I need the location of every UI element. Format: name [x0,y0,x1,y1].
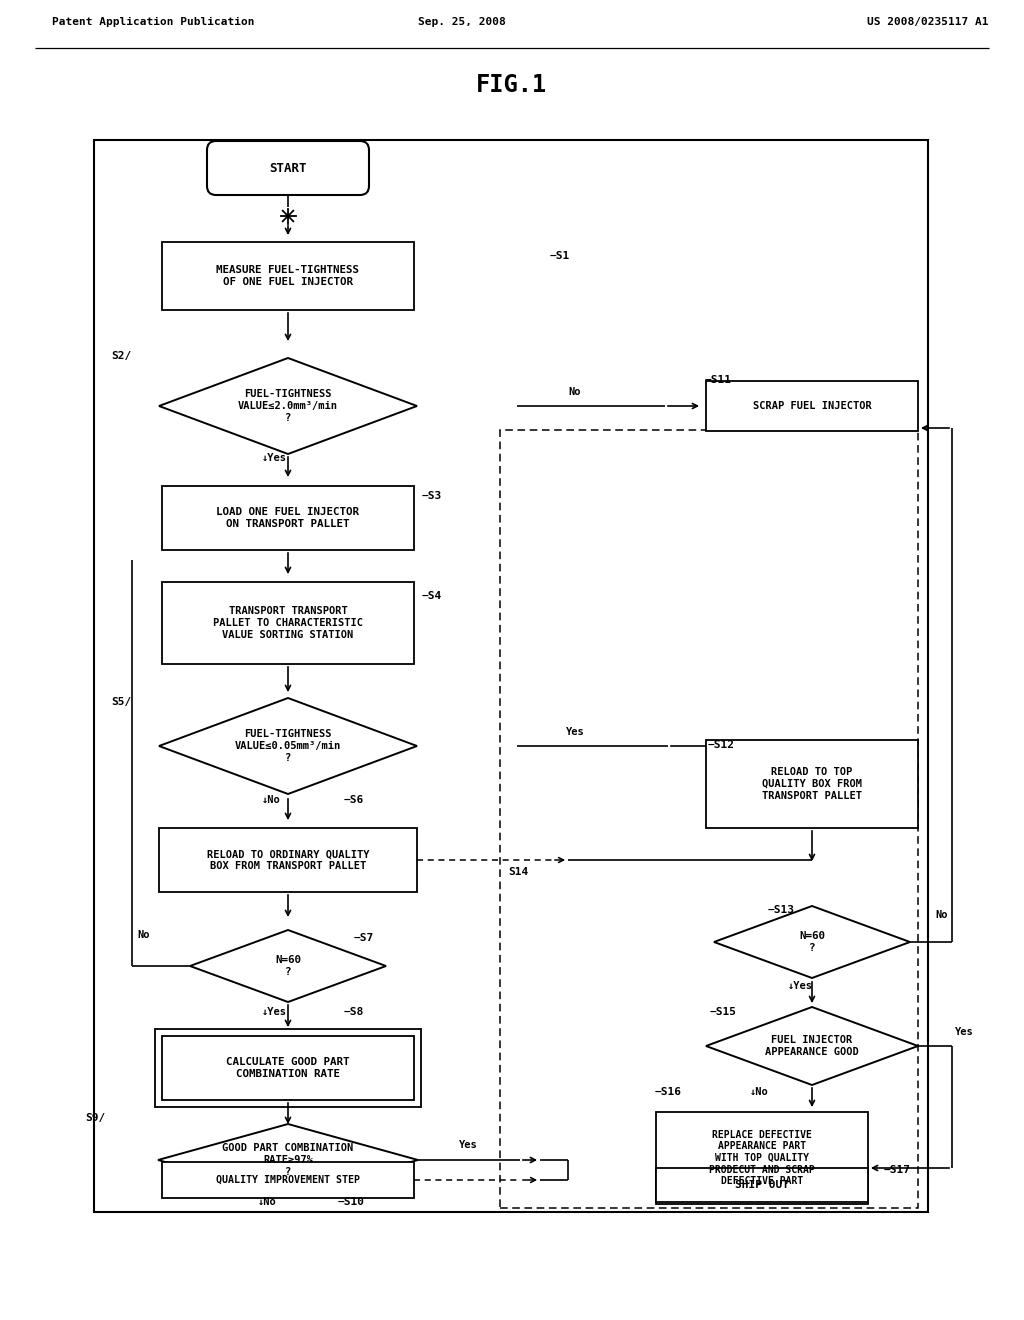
Bar [162,582,414,664]
Text: No: No [568,387,582,397]
Text: S9∕: S9∕ [85,1113,105,1123]
Text: S14: S14 [508,867,528,876]
Text: START: START [269,161,307,174]
Text: S2∕: S2∕ [112,351,132,360]
Text: LOAD ONE FUEL INJECTOR
ON TRANSPORT PALLET: LOAD ONE FUEL INJECTOR ON TRANSPORT PALL… [216,507,359,529]
Bar [656,1168,868,1203]
Text: −S12: −S12 [708,741,735,750]
Text: GOOD PART COMBINATION
RATE≥97%
?: GOOD PART COMBINATION RATE≥97% ? [222,1143,353,1176]
Bar [94,140,928,1212]
Text: No: No [935,909,947,920]
Bar [706,741,918,828]
Text: RELOAD TO ORDINARY QUALITY
BOX FROM TRANSPORT PALLET: RELOAD TO ORDINARY QUALITY BOX FROM TRAN… [207,849,370,871]
Bar [162,1162,414,1199]
Text: ↓No: ↓No [262,795,281,805]
Text: −S4: −S4 [422,591,442,601]
Text: SCRAP FUEL INJECTOR: SCRAP FUEL INJECTOR [753,401,871,411]
Bar [656,1111,868,1204]
Text: REPLACE DEFECTIVE
APPEARANCE PART
WITH TOP QUALITY
PRODECUT AND SCRAP
DEFECTIVE : REPLACE DEFECTIVE APPEARANCE PART WITH T… [710,1130,815,1187]
Text: MEASURE FUEL-TIGHTNESS
OF ONE FUEL INJECTOR: MEASURE FUEL-TIGHTNESS OF ONE FUEL INJEC… [216,265,359,286]
Text: −S8: −S8 [344,1007,365,1016]
Polygon shape [159,358,417,454]
Text: Yes: Yes [955,1027,974,1038]
Text: RELOAD TO TOP
QUALITY BOX FROM
TRANSPORT PALLET: RELOAD TO TOP QUALITY BOX FROM TRANSPORT… [762,767,862,801]
Text: Sep. 25, 2008: Sep. 25, 2008 [418,17,506,26]
Bar [706,381,918,432]
Text: −S13: −S13 [768,906,795,915]
Text: −S10: −S10 [338,1197,365,1206]
Text: FUEL-TIGHTNESS
VALUE≤0.05mm³/min
?: FUEL-TIGHTNESS VALUE≤0.05mm³/min ? [234,730,341,763]
Text: −S11: −S11 [705,375,732,385]
Text: ↓No: ↓No [750,1086,769,1097]
Polygon shape [158,1125,418,1196]
Bar [159,828,417,892]
Polygon shape [190,931,386,1002]
Text: N=60
?: N=60 ? [275,956,301,977]
Text: No: No [137,931,150,940]
Bar [162,486,414,550]
Text: ↓Yes: ↓Yes [788,981,813,991]
Text: CALCULATE GOOD PART
COMBINATION RATE: CALCULATE GOOD PART COMBINATION RATE [226,1057,350,1078]
Text: QUALITY IMPROVEMENT STEP: QUALITY IMPROVEMENT STEP [216,1175,360,1185]
Text: Yes: Yes [459,1140,477,1150]
Text: S5∕: S5∕ [112,697,132,708]
Text: ↓No: ↓No [258,1197,276,1206]
Text: −S15: −S15 [710,1007,737,1016]
Text: Yes: Yes [565,727,585,737]
Bar [162,242,414,310]
Text: −S3: −S3 [422,491,442,502]
Text: −S1: −S1 [550,251,570,261]
Polygon shape [159,698,417,795]
Bar [155,1030,421,1107]
Text: US 2008/0235117 A1: US 2008/0235117 A1 [866,17,988,26]
Text: SHIP OUT: SHIP OUT [735,1180,790,1191]
Text: FUEL-TIGHTNESS
VALUE≤2.0mm³/min
?: FUEL-TIGHTNESS VALUE≤2.0mm³/min ? [238,389,338,422]
Text: −S17: −S17 [884,1166,911,1175]
Text: TRANSPORT TRANSPORT
PALLET TO CHARACTERISTIC
VALUE SORTING STATION: TRANSPORT TRANSPORT PALLET TO CHARACTERI… [213,606,362,640]
Text: ↓Yes: ↓Yes [262,453,287,463]
Polygon shape [714,906,910,978]
FancyBboxPatch shape [207,141,369,195]
Text: −S7: −S7 [354,933,374,942]
Text: ↓Yes: ↓Yes [262,1007,287,1016]
Text: Patent Application Publication: Patent Application Publication [52,17,255,26]
Text: FIG.1: FIG.1 [476,73,548,96]
Text: FUEL INJECTOR
APPEARANCE GOOD: FUEL INJECTOR APPEARANCE GOOD [765,1035,859,1057]
Polygon shape [706,1007,918,1085]
Bar [162,1036,414,1100]
Bar [500,430,918,1208]
Text: −S16: −S16 [655,1086,682,1097]
Text: −S6: −S6 [344,795,365,805]
Text: N=60
?: N=60 ? [799,931,825,953]
